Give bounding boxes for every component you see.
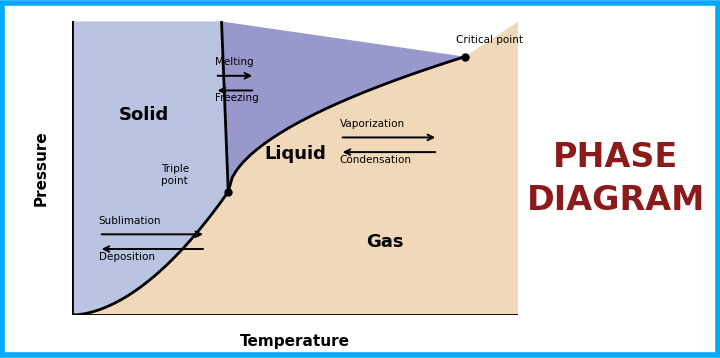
Text: Pressure: Pressure (33, 130, 48, 206)
Polygon shape (72, 21, 228, 315)
Text: Liquid: Liquid (264, 145, 326, 163)
Text: Triple
point: Triple point (161, 164, 189, 186)
Polygon shape (222, 21, 465, 192)
Text: Melting: Melting (215, 57, 253, 67)
Text: Sublimation: Sublimation (99, 216, 161, 226)
Text: PHASE
DIAGRAM: PHASE DIAGRAM (526, 141, 705, 217)
Text: Freezing: Freezing (215, 93, 258, 103)
Text: Condensation: Condensation (340, 155, 412, 165)
Text: Vaporization: Vaporization (340, 118, 405, 129)
Text: Gas: Gas (366, 233, 403, 251)
Text: Critical point: Critical point (456, 35, 523, 45)
Polygon shape (72, 21, 518, 315)
Text: Solid: Solid (118, 106, 168, 125)
Text: Temperature: Temperature (240, 334, 350, 349)
Text: Deposition: Deposition (99, 252, 155, 262)
